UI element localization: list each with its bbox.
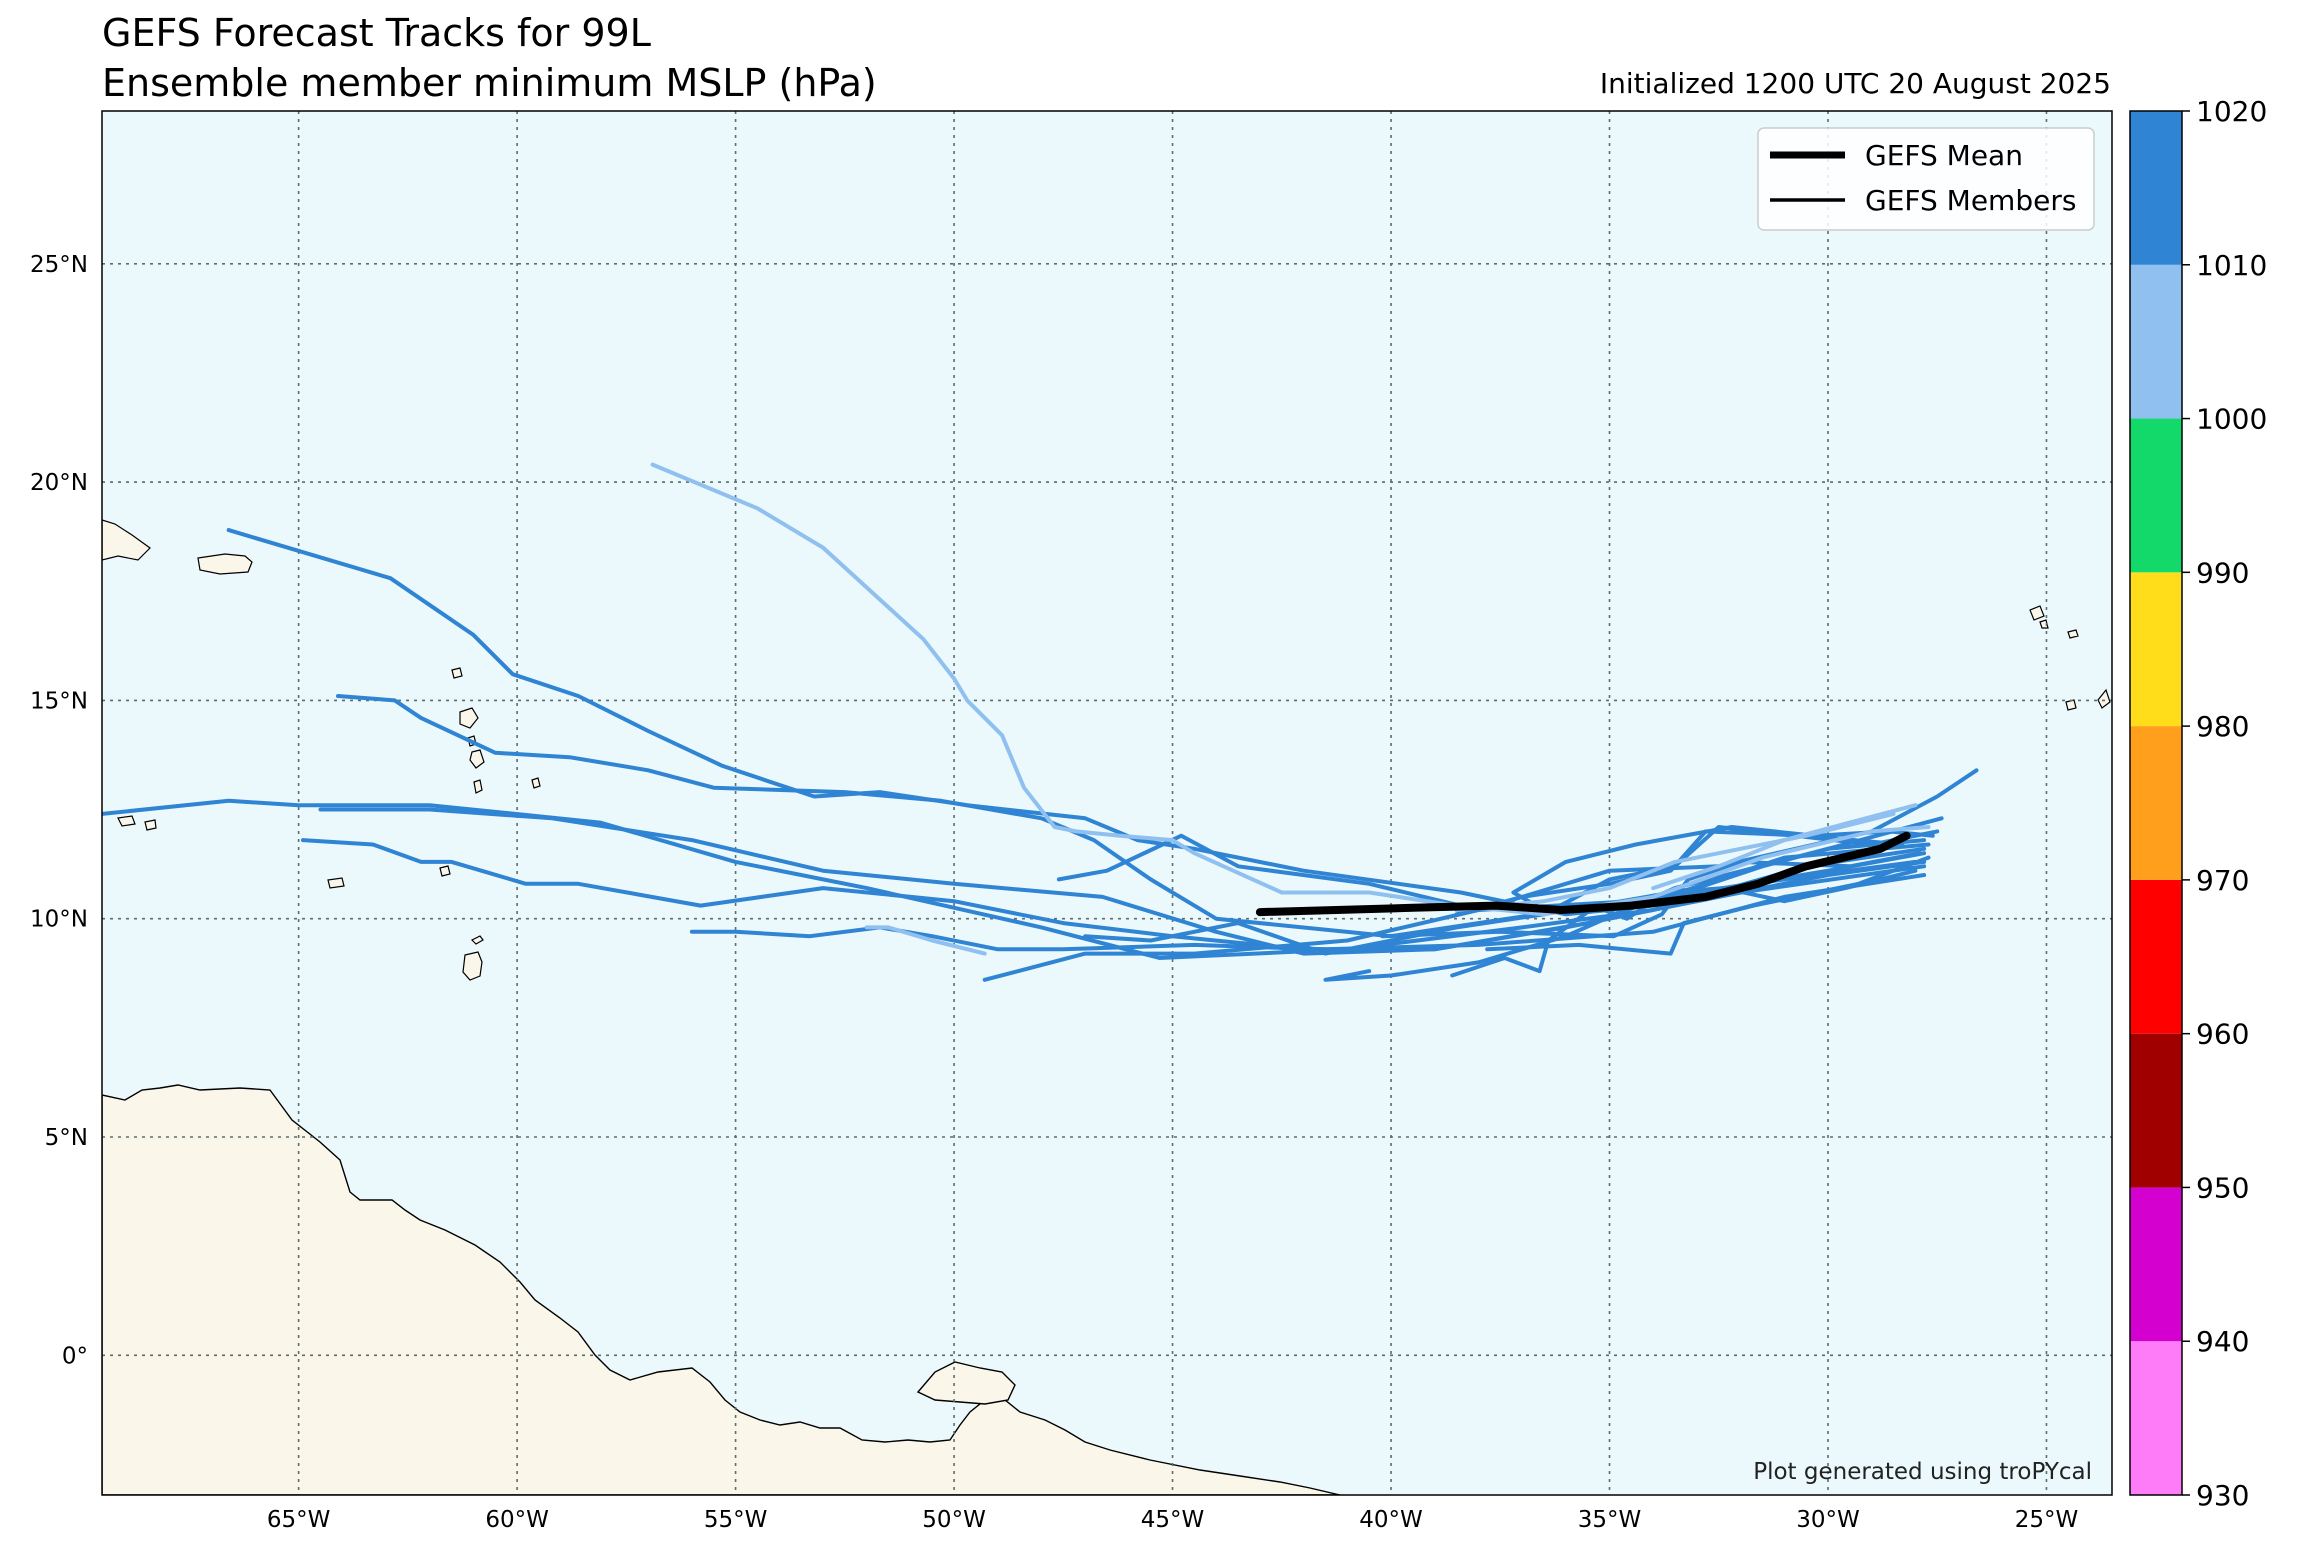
colorbar-tick-label: 1020 bbox=[2196, 95, 2267, 128]
lon-tick-label: 50°W bbox=[922, 1507, 986, 1533]
member-track bbox=[1590, 868, 1918, 921]
colorbar-bin bbox=[2130, 726, 2182, 880]
mslp-colorbar-labels: 930 940 950 960 970 980 990 1000 1010 1020 bbox=[2182, 95, 2267, 1512]
colorbar-bin bbox=[2130, 879, 2182, 1034]
lat-tick-label: 5°N bbox=[45, 1125, 88, 1151]
lat-tick-label: 0° bbox=[62, 1343, 88, 1369]
guadeloupe-island bbox=[459, 707, 479, 729]
mslp-colorbar bbox=[2130, 111, 2182, 1495]
trinidad-island bbox=[462, 951, 483, 981]
antigua-island bbox=[451, 667, 463, 679]
margarita-island bbox=[327, 877, 345, 889]
cape-verde-island-4 bbox=[2065, 699, 2077, 711]
colorbar-tick-label: 980 bbox=[2196, 710, 2249, 743]
legend: GEFS Mean GEFS Members bbox=[1757, 127, 2095, 231]
lat-lon-grid bbox=[102, 111, 2112, 1495]
lon-tick-label: 60°W bbox=[485, 1507, 549, 1533]
colorbar-tick-label: 930 bbox=[2196, 1479, 2249, 1512]
south-america-landmass bbox=[102, 1084, 1341, 1495]
lon-tick-label: 25°W bbox=[2015, 1507, 2079, 1533]
lat-tick-label: 20°N bbox=[30, 470, 88, 496]
member-track bbox=[689, 873, 1927, 952]
colorbar-bin bbox=[2130, 1187, 2182, 1342]
colorbar-tick-label: 960 bbox=[2196, 1018, 2249, 1051]
mean-track bbox=[1255, 831, 1911, 917]
colorbar-tick-label: 940 bbox=[2196, 1325, 2249, 1358]
lat-tick-label: 10°N bbox=[30, 907, 88, 933]
tobago-island bbox=[470, 935, 484, 945]
map-subtitle: Ensemble member minimum MSLP (hPa) bbox=[102, 61, 877, 105]
lon-tick-label: 45°W bbox=[1141, 1507, 1205, 1533]
lon-tick-label: 35°W bbox=[1578, 1507, 1642, 1533]
plot-frame bbox=[101, 110, 2113, 1496]
lon-tick-label: 40°W bbox=[1359, 1507, 1423, 1533]
barbados-island bbox=[531, 777, 541, 789]
colorbar-bin bbox=[2130, 111, 2182, 265]
initialized-label: Initialized 1200 UTC 20 August 2025 bbox=[1599, 67, 2111, 100]
longitude-tick-labels: 65°W 60°W 55°W 50°W 45°W 40°W 35°W 30°W 25°W bbox=[267, 1507, 2078, 1533]
member-track bbox=[226, 528, 1927, 917]
colorbar-tick-label: 990 bbox=[2196, 556, 2249, 589]
member-track bbox=[1651, 803, 1918, 891]
puerto-rico-island bbox=[197, 553, 253, 575]
legend-label-members: GEFS Members bbox=[1865, 184, 2076, 217]
colorbar-tick-label: 970 bbox=[2196, 864, 2249, 897]
colorbar-frame bbox=[2129, 110, 2183, 1496]
map-plot-area bbox=[101, 110, 2113, 1496]
colorbar-tick-label: 950 bbox=[2196, 1171, 2249, 1204]
st-lucia-island bbox=[473, 779, 483, 794]
colorbar-bin bbox=[2130, 264, 2182, 419]
colorbar-bin bbox=[2130, 418, 2182, 573]
lat-tick-label: 15°N bbox=[30, 688, 88, 714]
lat-tick-label: 25°N bbox=[30, 252, 88, 278]
mean-track-layer bbox=[1255, 831, 1911, 917]
colorbar-bin bbox=[2130, 1341, 2182, 1495]
amazon-delta-island bbox=[916, 1361, 1016, 1405]
colorbar-tick-label: 1010 bbox=[2196, 249, 2267, 282]
land-layer bbox=[102, 519, 2111, 1495]
martinique-island bbox=[469, 749, 485, 769]
member-track bbox=[301, 838, 1927, 952]
colorbar-tick-label: 1000 bbox=[2196, 403, 2267, 436]
lon-tick-label: 30°W bbox=[1796, 1507, 1860, 1533]
cape-verde-island-3 bbox=[2067, 629, 2079, 639]
legend-label-mean: GEFS Mean bbox=[1865, 139, 2023, 172]
cape-verde-island-5 bbox=[2097, 688, 2111, 709]
colorbar-bin bbox=[2130, 572, 2182, 727]
lon-tick-label: 65°W bbox=[267, 1507, 331, 1533]
aruba-curacao-island bbox=[117, 815, 136, 827]
colorbar-bin bbox=[2130, 1033, 2182, 1188]
lon-tick-label: 55°W bbox=[704, 1507, 768, 1533]
ensemble-tracks bbox=[102, 462, 1979, 982]
bonaire-island bbox=[144, 819, 157, 831]
hispaniola-island bbox=[102, 519, 151, 561]
member-track bbox=[864, 925, 987, 956]
map-title: GEFS Forecast Tracks for 99L bbox=[102, 11, 651, 55]
credit-text: Plot generated using troPYcal bbox=[1753, 1459, 2092, 1485]
latitude-tick-labels: 0° 5°N 10°N 15°N 20°N 25°N bbox=[30, 252, 88, 1369]
grenada-island bbox=[439, 865, 451, 877]
cape-verde-island-1 bbox=[2029, 605, 2045, 621]
